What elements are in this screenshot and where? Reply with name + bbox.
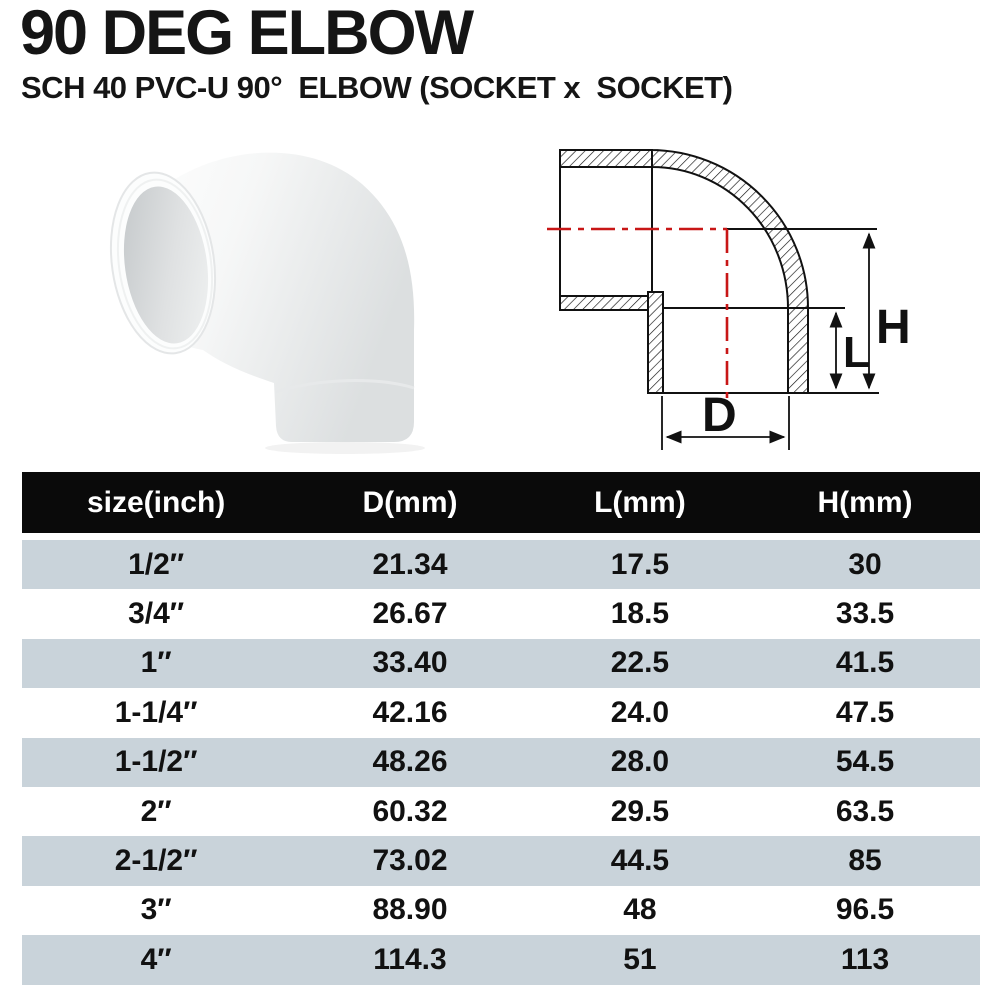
cell-h: 30	[848, 547, 882, 581]
cell-h: 113	[840, 942, 890, 976]
table-body: 1/2″ 21.34 17.5 30 3/4″ 26.67 18.5 33.5 …	[22, 540, 980, 985]
cell-size: 2-1/2″	[114, 844, 198, 878]
cell-l: 28.0	[610, 745, 670, 779]
cell-l: 48	[623, 893, 657, 927]
cell-h: 85	[848, 844, 882, 878]
socket-bore	[123, 186, 209, 344]
table-row: 2″ 60.32 29.5 63.5	[22, 787, 980, 836]
cell-size: 3/4″	[128, 597, 185, 631]
cell-h: 47.5	[835, 695, 895, 729]
table-row: 4″ 114.3 51 113	[22, 935, 980, 985]
cell-l: 17.5	[610, 547, 670, 581]
cell-d: 26.67	[372, 597, 448, 631]
cell-h: 54.5	[835, 745, 895, 779]
page-title: 90 DEG ELBOW	[20, 0, 474, 68]
cell-l: 44.5	[610, 844, 670, 878]
cell-size: 2″	[140, 794, 172, 828]
product-photo	[109, 152, 425, 454]
dim-label-h: H	[876, 301, 911, 354]
cell-size: 1″	[140, 646, 172, 680]
wall-down-right	[787, 307, 809, 394]
cell-d: 48.26	[372, 745, 448, 779]
table-header-row: size(inch) D(mm) L(mm) H(mm)	[22, 472, 980, 533]
cell-h: 63.5	[835, 794, 895, 828]
cell-d: 114.3	[373, 942, 447, 976]
table-row: 1″ 33.40 22.5 41.5	[22, 638, 980, 689]
cell-size: 1-1/2″	[114, 745, 198, 779]
cell-d: 42.16	[372, 695, 448, 729]
column-header-d: D(mm)	[362, 485, 458, 519]
cell-l: 24.0	[610, 695, 670, 729]
table-row: 1/2″ 21.34 17.5 30	[22, 540, 980, 590]
wall-bottom-bar	[559, 295, 649, 311]
column-header-size: size(inch)	[86, 485, 226, 519]
spec-table: size(inch) D(mm) L(mm) H(mm) 1/2″ 21.34 …	[22, 472, 980, 985]
cell-size: 4″	[140, 942, 172, 976]
cell-size: 3″	[140, 893, 172, 927]
cell-h: 41.5	[835, 646, 895, 680]
column-header-l: L(mm)	[594, 485, 686, 519]
dimension-diagram: H L D	[547, 149, 911, 450]
table-row: 3/4″ 26.67 18.5 33.5	[22, 589, 980, 638]
cell-d: 21.34	[372, 547, 448, 581]
cell-h: 33.5	[835, 597, 895, 631]
wall-down-left	[647, 291, 664, 394]
dim-label-l: L	[843, 328, 870, 377]
cell-d: 88.90	[372, 893, 448, 927]
table-row: 3″ 88.90 48 96.5	[22, 886, 980, 935]
page-subtitle: SCH 40 PVC-U 90° ELBOW (SOCKET x SOCKET)	[21, 70, 733, 105]
socket-inner-lip	[116, 178, 214, 350]
table-row: 1-1/4″ 42.16 24.0 47.5	[22, 688, 980, 737]
cell-size: 1/2″	[128, 547, 185, 581]
column-header-h: H(mm)	[817, 485, 913, 519]
cell-l: 22.5	[610, 646, 670, 680]
cell-d: 33.40	[372, 646, 448, 680]
cell-size: 1-1/4″	[114, 695, 198, 729]
cell-l: 51	[623, 942, 657, 976]
cell-l: 18.5	[610, 597, 670, 631]
cell-l: 29.5	[610, 794, 670, 828]
cell-h: 96.5	[835, 893, 895, 927]
dim-label-d: D	[702, 389, 737, 442]
table-row: 1-1/2″ 48.26 28.0 54.5	[22, 737, 980, 787]
cell-d: 60.32	[372, 794, 448, 828]
cell-d: 73.02	[372, 844, 448, 878]
elbow-socket-seam	[275, 379, 415, 394]
table-row: 2-1/2″ 73.02 44.5 85	[22, 836, 980, 886]
wall-top-bar	[559, 149, 653, 168]
photo-shadow	[265, 442, 425, 454]
